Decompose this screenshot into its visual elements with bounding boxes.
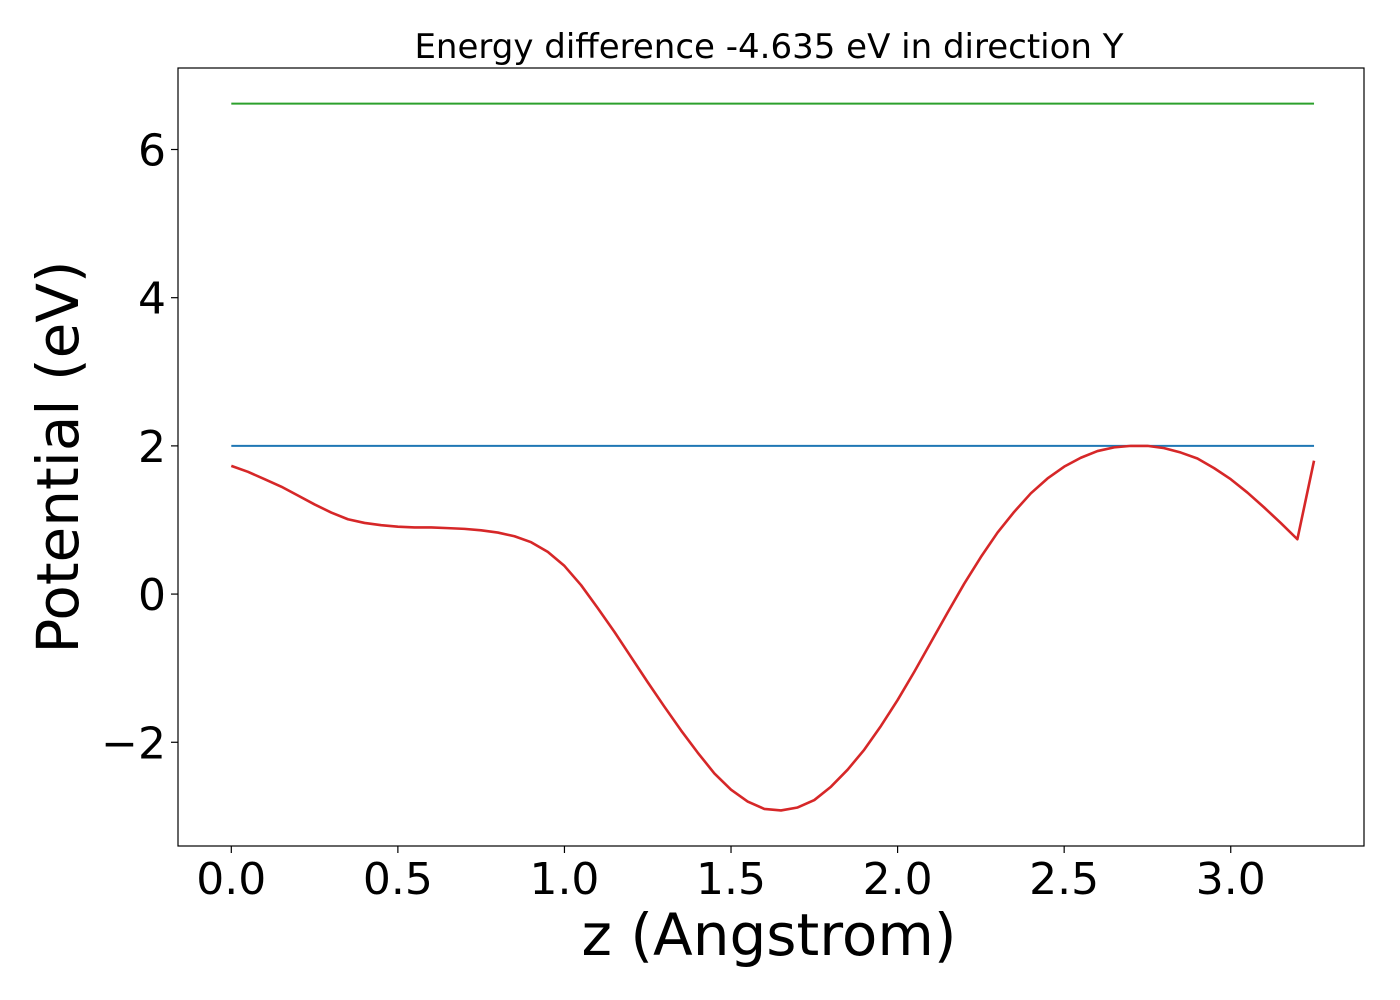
y-axis-ticks: −2 0 2 4 6: [101, 126, 178, 769]
series-line-2: [230, 444, 1316, 812]
x-axis-ticks: 0.0 0.5 1.0 1.5 2.0 2.5 3.0: [196, 846, 1266, 905]
x-tick-label: 2.5: [1029, 854, 1099, 905]
y-tick-label: 4: [138, 274, 166, 325]
chart-title: Energy difference -4.635 eV in direction…: [414, 27, 1123, 67]
y-tick-label: 2: [138, 422, 166, 473]
y-tick-label: 6: [138, 126, 166, 177]
x-tick-label: 1.0: [529, 854, 599, 905]
x-tick-label: 0.0: [196, 854, 266, 905]
y-tick-label: −2: [101, 718, 166, 769]
x-tick-label: 1.5: [696, 854, 766, 905]
plot-frame: [177, 67, 1365, 847]
x-tick-label: 3.0: [1196, 854, 1266, 905]
y-tick-label: 0: [138, 570, 166, 621]
x-axis-label: z (Angstrom): [582, 901, 957, 969]
y-axis-label: Potential (eV): [24, 260, 92, 653]
x-tick-label: 0.5: [363, 854, 433, 905]
series-layer: [230, 102, 1316, 812]
x-tick-label: 2.0: [863, 854, 933, 905]
